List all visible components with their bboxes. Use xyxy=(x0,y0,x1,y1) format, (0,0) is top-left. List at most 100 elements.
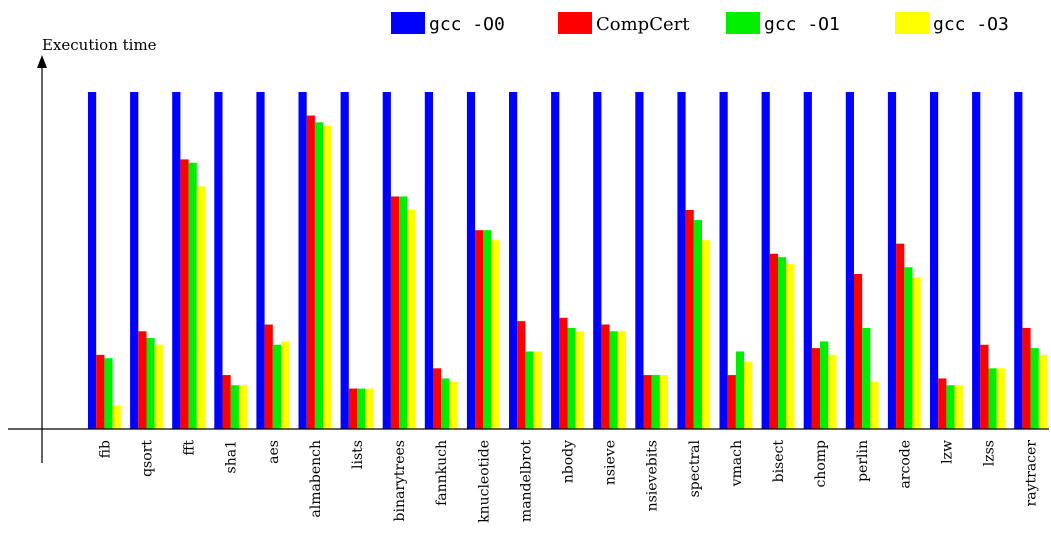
legend: gcc -O0 CompCert gcc -O1 gcc -O3 xyxy=(391,12,1009,35)
bar-nsieve-gcc-O0 xyxy=(593,92,602,429)
bar-fft-gcc-O0 xyxy=(172,92,181,429)
bar-bisect-gcc-O3 xyxy=(786,263,795,429)
bar-binarytrees-CompCert xyxy=(390,196,400,429)
bar-lzw-gcc-O1 xyxy=(946,385,955,429)
bar-knucleotide-CompCert xyxy=(475,230,484,429)
legend-label-1: CompCert xyxy=(596,14,690,35)
category-label-perlin: perlin xyxy=(855,440,871,482)
bar-qsort-gcc-O1 xyxy=(146,338,155,429)
bar-arcode-gcc-O0 xyxy=(887,92,897,429)
bar-perlin-CompCert xyxy=(854,273,863,429)
bar-nsieve-CompCert xyxy=(601,324,610,429)
bar-spectral-CompCert xyxy=(685,209,694,429)
bar-almabench-gcc-O1 xyxy=(314,122,324,429)
bar-fib-gcc-O0 xyxy=(88,92,97,429)
category-label-binarytrees: binarytrees xyxy=(392,440,408,521)
category-label-nsievebits: nsievebits xyxy=(645,440,661,511)
bar-vmach-CompCert xyxy=(727,375,736,429)
category-label-raytracer: raytracer xyxy=(1024,440,1040,507)
bar-perlin-gcc-O0 xyxy=(845,92,854,429)
category-label-nsieve: nsieve xyxy=(603,440,619,485)
category-label-knucleotide: knucleotide xyxy=(476,440,492,523)
bar-raytracer-CompCert xyxy=(1022,327,1031,429)
bar-sha1-gcc-O1 xyxy=(230,385,239,429)
category-label-fib: fib xyxy=(97,440,113,458)
y-axis-label: Execution time xyxy=(42,36,157,54)
bar-bisect-CompCert xyxy=(769,253,778,429)
category-label-almabench: almabench xyxy=(308,440,324,518)
bar-binarytrees-gcc-O1 xyxy=(399,196,408,429)
bar-binarytrees-gcc-O3 xyxy=(407,209,416,429)
bar-arcode-gcc-O1 xyxy=(904,267,913,429)
bar-vmach-gcc-O3 xyxy=(744,361,753,429)
bar-fib-gcc-O1 xyxy=(104,358,113,429)
bar-lzss-CompCert xyxy=(980,344,989,429)
bars-layer xyxy=(88,92,1047,429)
bar-aes-CompCert xyxy=(264,324,273,429)
bar-spectral-gcc-O3 xyxy=(702,240,711,429)
bar-nbody-gcc-O1 xyxy=(567,327,576,429)
bar-sha1-gcc-O3 xyxy=(238,385,248,429)
category-label-sha1: sha1 xyxy=(224,440,240,473)
bar-spectral-gcc-O0 xyxy=(677,92,686,429)
legend-label-2: gcc -O1 xyxy=(764,14,840,35)
bar-binarytrees-gcc-O0 xyxy=(382,92,391,429)
bar-fib-gcc-O3 xyxy=(112,405,121,429)
bar-fft-CompCert xyxy=(180,159,189,429)
category-label-spectral: spectral xyxy=(687,439,703,497)
bar-lzss-gcc-O3 xyxy=(996,368,1005,429)
bar-nsieve-gcc-O3 xyxy=(617,331,626,429)
bar-qsort-gcc-O0 xyxy=(130,92,139,429)
bar-almabench-gcc-O0 xyxy=(298,92,307,429)
bar-bisect-gcc-O0 xyxy=(761,92,770,429)
bar-lists-CompCert xyxy=(348,388,357,429)
legend-swatch-1 xyxy=(558,12,592,34)
bar-fft-gcc-O3 xyxy=(196,186,205,429)
category-label-lzw: lzw xyxy=(939,440,955,464)
bar-nsieve-gcc-O1 xyxy=(609,331,618,429)
bar-vmach-gcc-O1 xyxy=(735,351,745,429)
bar-knucleotide-gcc-O1 xyxy=(483,230,492,429)
bar-lists-gcc-O0 xyxy=(340,92,349,429)
category-label-vmach: vmach xyxy=(729,440,745,487)
bar-qsort-gcc-O3 xyxy=(154,344,163,429)
bar-lists-gcc-O1 xyxy=(357,388,366,429)
bar-mandelbrot-gcc-O3 xyxy=(533,351,542,429)
category-label-lists: lists xyxy=(350,440,366,469)
bar-bisect-gcc-O1 xyxy=(778,257,787,429)
category-label-arcode: arcode xyxy=(897,440,913,489)
legend-label-3: gcc -O3 xyxy=(933,14,1009,35)
bar-almabench-gcc-O3 xyxy=(323,125,332,429)
bar-chomp-gcc-O3 xyxy=(828,354,837,429)
bar-mandelbrot-gcc-O0 xyxy=(509,92,518,429)
category-label-qsort: qsort xyxy=(140,440,156,477)
bar-nsievebits-gcc-O0 xyxy=(635,92,644,429)
bar-fannkuch-gcc-O3 xyxy=(449,381,458,429)
bar-lzss-gcc-O0 xyxy=(972,92,981,429)
bar-nbody-CompCert xyxy=(559,317,568,429)
category-label-bisect: bisect xyxy=(771,440,787,483)
bar-raytracer-gcc-O0 xyxy=(1014,92,1023,429)
bar-perlin-gcc-O3 xyxy=(870,381,879,429)
bar-nbody-gcc-O3 xyxy=(575,331,584,429)
category-labels: fib qsort fft sha1 aes almabench lists binarytr… xyxy=(97,439,1039,522)
category-label-nbody: nbody xyxy=(561,440,577,483)
bar-vmach-gcc-O0 xyxy=(719,92,728,429)
bar-nsievebits-gcc-O1 xyxy=(651,375,660,429)
bar-nbody-gcc-O0 xyxy=(551,92,560,429)
bar-arcode-gcc-O3 xyxy=(912,277,921,429)
bar-mandelbrot-CompCert xyxy=(517,321,526,429)
bar-almabench-CompCert xyxy=(306,115,315,429)
bar-lzw-CompCert xyxy=(938,378,947,429)
bar-fib-CompCert xyxy=(96,354,105,429)
bar-aes-gcc-O3 xyxy=(281,341,290,429)
bar-chomp-gcc-O0 xyxy=(803,92,812,429)
bar-aes-gcc-O1 xyxy=(272,344,281,429)
bar-fannkuch-gcc-O1 xyxy=(441,378,450,429)
bar-lzw-gcc-O3 xyxy=(954,385,963,429)
bar-mandelbrot-gcc-O1 xyxy=(525,351,534,429)
bar-nsievebits-CompCert xyxy=(643,375,652,429)
category-label-mandelbrot: mandelbrot xyxy=(518,440,534,522)
bar-sha1-gcc-O0 xyxy=(214,92,223,429)
